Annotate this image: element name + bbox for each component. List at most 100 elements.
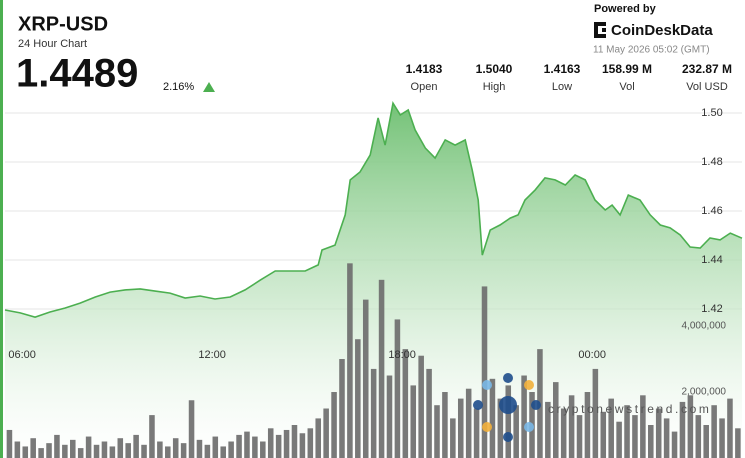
volume-bar — [101, 441, 108, 458]
volume-bar — [196, 439, 203, 458]
volume-bar — [624, 405, 630, 458]
powered-by: Powered by — [594, 3, 657, 15]
stat-value: 1.5040 — [476, 62, 513, 76]
volume-bar — [30, 438, 36, 458]
stat-value: 158.99 M — [602, 62, 652, 76]
x-tick-label: 18:00 — [388, 349, 416, 361]
stat-label: High — [483, 81, 506, 93]
volume-bar — [228, 441, 234, 458]
volume-bar — [93, 444, 100, 458]
volume-bar — [347, 263, 353, 458]
left-border — [0, 0, 3, 458]
volume-bar — [513, 405, 519, 458]
volume-bar — [157, 441, 163, 458]
volume-bar — [655, 408, 662, 458]
stat-label: Vol USD — [686, 81, 728, 93]
volume-bar — [70, 439, 76, 458]
volume-bar — [117, 438, 124, 458]
volume-bar — [552, 382, 559, 458]
brand-logo — [594, 22, 606, 38]
volume-bar — [362, 299, 369, 458]
volume-bar — [252, 436, 258, 458]
volume-bar — [442, 392, 448, 458]
up-arrow — [203, 82, 215, 92]
volume-bar — [418, 355, 424, 458]
volume-bar — [109, 446, 116, 458]
volume-bar — [592, 368, 599, 458]
y-tick-label: 1.42 — [701, 303, 722, 315]
y-tick-label: 1.50 — [701, 107, 722, 119]
volume-bar — [323, 408, 329, 458]
volume-bar — [648, 425, 654, 458]
area-fill — [5, 103, 742, 458]
stat-label: Low — [552, 81, 572, 93]
volume-bar — [85, 436, 92, 458]
volume-bar — [410, 385, 417, 458]
volume-bar — [180, 443, 187, 458]
title: XRP-USD — [18, 13, 108, 35]
volume-bar — [457, 398, 464, 458]
stat-value: 1.4183 — [406, 62, 443, 76]
stat-label: Open — [411, 81, 438, 93]
volume-bar — [283, 429, 290, 458]
subtitle: 24 Hour Chart — [18, 38, 87, 50]
volume-bar — [386, 375, 393, 458]
volume-bar — [426, 368, 432, 458]
volume-bar — [703, 425, 709, 458]
volume-bar — [172, 438, 179, 458]
volume-bar — [505, 385, 512, 458]
price-line — [4, 101, 743, 318]
volume-bar — [46, 443, 52, 458]
stat-label: Vol — [619, 81, 634, 93]
volume-bar — [727, 398, 733, 458]
timestamp: 11 May 2026 05:02 (GMT) — [593, 45, 710, 56]
volume-bar — [236, 434, 242, 458]
y2-tick-label: 4,000,000 — [682, 321, 727, 332]
volume-bar — [204, 444, 211, 458]
change: 2.16% — [163, 81, 194, 93]
stat-value: 1.4163 — [544, 62, 581, 76]
plot-area: 1.42 1.44 1.46 1.48 1.50 2,000,000 4,000,000 06… — [4, 101, 743, 458]
overlay: XRP-USD 24 Hour Chart 1.4489 2.16% Power… — [16, 3, 732, 442]
volume-bar — [188, 400, 195, 458]
y-tick-label: 1.44 — [701, 254, 722, 266]
volume-bar — [568, 395, 575, 458]
volume-bar — [473, 408, 480, 458]
volume-bar — [125, 443, 131, 458]
stats: 1.4183 Open 1.5040 High 1.4163 Low 158.99 M Vol… — [406, 62, 732, 93]
y-tick-label: 1.46 — [701, 205, 722, 217]
volume-bar — [711, 405, 717, 458]
volume-bar — [212, 436, 219, 458]
volume-bar — [481, 286, 488, 458]
volume-bar — [307, 428, 314, 458]
volume-bar — [220, 446, 226, 458]
brand: CoinDeskData — [611, 22, 713, 39]
volume-bar — [434, 405, 440, 458]
volume-bar — [545, 401, 551, 458]
volume-bar — [77, 448, 84, 458]
volume-bar — [394, 319, 401, 458]
stat-value: 232.87 M — [682, 62, 732, 76]
volume-bar — [355, 339, 361, 458]
volume-bar — [402, 349, 409, 458]
volume-bar — [370, 368, 377, 458]
volume-bar — [679, 401, 686, 458]
volume-bar — [331, 392, 337, 458]
volume-bar — [141, 444, 147, 458]
volume-bar — [671, 431, 678, 458]
x-tick-label: 00:00 — [578, 349, 606, 361]
volume-bar — [576, 415, 583, 458]
volume-bar — [275, 434, 282, 458]
volume-bar — [450, 418, 456, 458]
volume-bar — [632, 415, 638, 458]
volume-bar — [260, 441, 266, 458]
volume-bar — [719, 418, 725, 458]
volume-bar — [165, 446, 171, 458]
watermark: cryptonewstrend.com — [548, 402, 711, 416]
volume-bar — [584, 392, 591, 458]
volume-bar — [600, 411, 607, 458]
x-tick-label: 12:00 — [198, 349, 226, 361]
volume-bar — [315, 418, 322, 458]
volume-bar — [62, 444, 68, 458]
